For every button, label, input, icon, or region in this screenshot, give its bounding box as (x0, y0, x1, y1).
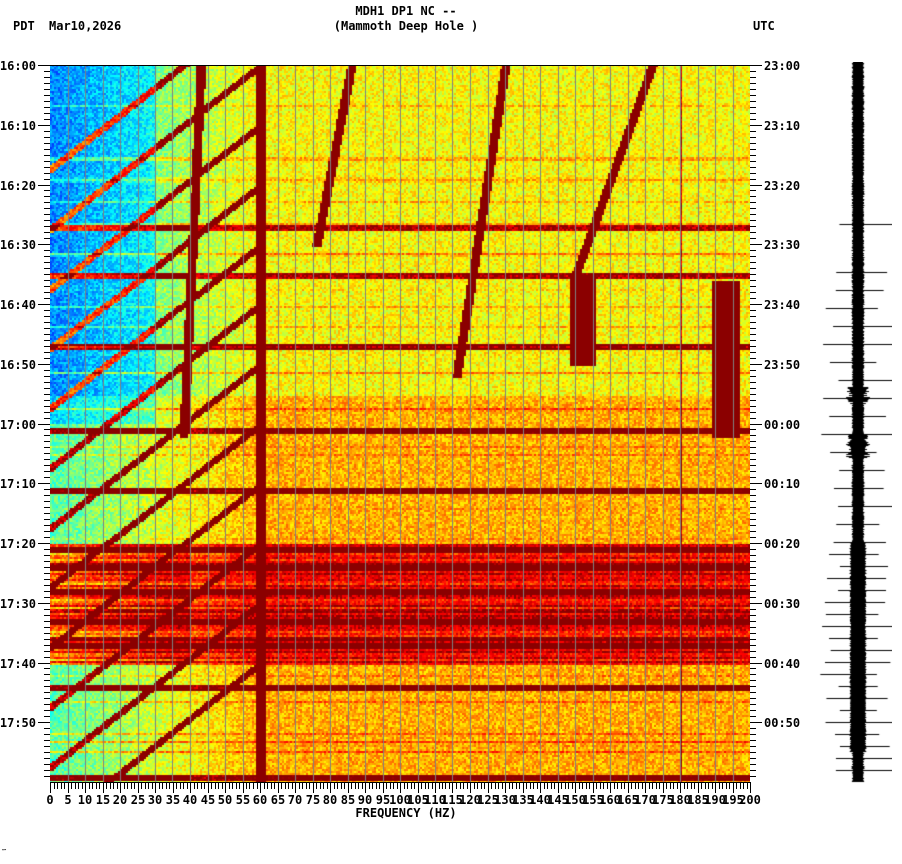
x-tick-label: 170 (634, 793, 656, 807)
x-tick-label: 15 (95, 793, 111, 807)
y-tick-label-right: 00:40 (764, 656, 801, 671)
y-tick-label-left: 16:30 (0, 237, 36, 252)
x-tick-label: 25 (130, 793, 146, 807)
x-tick-label: 110 (424, 793, 446, 807)
y-tick-label-left: 16:10 (0, 118, 36, 133)
date-label: Mar10,2026 (49, 19, 122, 33)
x-tick-label: 65 (270, 793, 286, 807)
left-timezone-label: PDT (13, 19, 35, 33)
y-tick-label-left: 17:00 (0, 417, 36, 432)
x-tick-label: 75 (305, 793, 321, 807)
right-timezone-label: UTC (753, 19, 775, 33)
y-tick-label-left: 16:00 (0, 58, 36, 73)
x-tick-label: 80 (322, 793, 338, 807)
x-tick-label: 155 (582, 793, 604, 807)
y-tick-label-left: 17:50 (0, 715, 36, 730)
x-tick-label: 90 (357, 793, 373, 807)
x-tick-label: 175 (652, 793, 674, 807)
x-tick-label: 190 (704, 793, 726, 807)
x-tick-label: 0 (46, 793, 54, 807)
x-tick-label: 20 (112, 793, 128, 807)
x-tick-label: 185 (687, 793, 709, 807)
x-tick-label: 35 (165, 793, 181, 807)
y-tick-label-right: 00:20 (764, 536, 801, 551)
y-tick-label-right: 23:00 (764, 58, 801, 73)
x-tick-label: 45 (200, 793, 216, 807)
y-tick-label-left: 17:10 (0, 476, 36, 491)
x-tick-label: 55 (235, 793, 251, 807)
x-tick-label: 180 (669, 793, 691, 807)
y-tick-label-right: 23:50 (764, 357, 801, 372)
x-tick-label: 70 (287, 793, 303, 807)
y-tick-label-right: 00:30 (764, 596, 801, 611)
y-tick-label-right: 00:00 (764, 417, 801, 432)
x-axis-title: FREQUENCY (HZ) (355, 806, 457, 820)
spectrogram-plot (50, 65, 750, 783)
chart-title-location: (Mammoth Deep Hole ) (333, 19, 479, 33)
x-tick-label: 200 (739, 793, 761, 807)
x-tick-label: 40 (182, 793, 198, 807)
corner-mark: ‴ (2, 848, 7, 856)
y-tick-label-right: 23:10 (764, 118, 801, 133)
y-tick-label-left: 17:20 (0, 536, 36, 551)
y-tick-label-left: 16:20 (0, 178, 36, 193)
y-tick-label-left: 17:40 (0, 656, 36, 671)
x-tick-label: 5 (64, 793, 72, 807)
x-tick-label: 60 (252, 793, 268, 807)
x-tick-label: 115 (441, 793, 463, 807)
x-tick-label: 95 (375, 793, 391, 807)
x-tick-label: 135 (512, 793, 534, 807)
x-tick-label: 120 (459, 793, 481, 807)
y-tick-label-right: 00:50 (764, 715, 801, 730)
x-tick-label: 100 (389, 793, 411, 807)
x-tick-label: 165 (617, 793, 639, 807)
x-tick-label: 140 (529, 793, 551, 807)
y-tick-label-left: 17:30 (0, 596, 36, 611)
x-tick-label: 195 (722, 793, 744, 807)
y-tick-label-right: 23:30 (764, 237, 801, 252)
y-tick-label-right: 23:20 (764, 178, 801, 193)
x-tick-label: 160 (599, 793, 621, 807)
x-tick-label: 145 (547, 793, 569, 807)
y-tick-label-left: 16:50 (0, 357, 36, 372)
y-tick-label-left: 16:40 (0, 297, 36, 312)
x-tick-label: 30 (147, 793, 163, 807)
x-tick-label: 105 (407, 793, 429, 807)
y-tick-label-right: 23:40 (764, 297, 801, 312)
x-tick-label: 10 (77, 793, 93, 807)
chart-title-station: MDH1 DP1 NC -- (355, 4, 457, 18)
x-tick-label: 125 (477, 793, 499, 807)
x-tick-label: 85 (340, 793, 356, 807)
seismogram-trace (812, 62, 892, 786)
x-tick-label: 150 (564, 793, 586, 807)
x-tick-label: 130 (494, 793, 516, 807)
y-tick-label-right: 00:10 (764, 476, 801, 491)
x-tick-label: 50 (217, 793, 233, 807)
